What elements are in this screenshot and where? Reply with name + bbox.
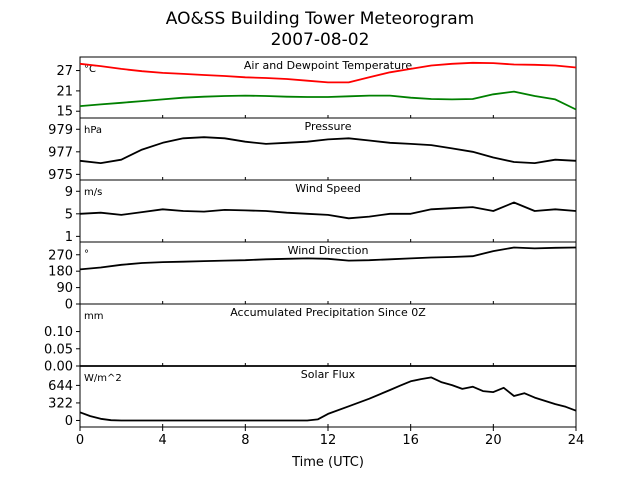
panel-title: Air and Dewpoint Temperature (244, 59, 412, 72)
y-tick-label: 270 (48, 248, 73, 263)
y-tick-label: 0 (65, 298, 73, 313)
x-axis-label: Time (UTC) (291, 455, 364, 470)
figure-date: 2007-08-02 (271, 30, 370, 50)
x-tick-label: 8 (241, 433, 249, 448)
y-tick-label: 979 (48, 123, 73, 138)
y-tick-label: 90 (56, 281, 73, 296)
panel-title: Pressure (305, 120, 352, 133)
panel-wind_speed: Wind Speed m/s 1 5 9 (65, 179, 577, 245)
panel-unit: W/m^2 (84, 373, 122, 384)
panel-title: Solar Flux (301, 368, 356, 381)
panel-unit: hPa (84, 125, 102, 136)
x-tick-label: 12 (320, 433, 337, 448)
panel-unit: °C (84, 64, 96, 75)
x-axis: 0 4 8 12 16 20 24 (76, 427, 584, 448)
series-line-wind_direction (79, 246, 577, 271)
series-line-wind_speed (79, 201, 577, 220)
y-tick-label: 0.05 (44, 342, 73, 357)
panel-solar_flux: Solar Flux W/m^2 0 322 644 (48, 365, 577, 429)
y-tick-label: 5 (65, 207, 73, 222)
y-tick-label: 180 (48, 265, 73, 280)
panel-unit: mm (84, 311, 103, 322)
x-tick-label: 4 (159, 433, 167, 448)
x-tick-label: 20 (485, 433, 502, 448)
panel-unit: ° (84, 249, 89, 260)
series-line-solar (79, 376, 577, 422)
y-tick-label: 27 (56, 64, 73, 79)
panels: Air and Dewpoint Temperature°C152127Pres… (44, 56, 577, 429)
figure-title: AO&SS Building Tower Meteorogram (166, 9, 474, 29)
panel-unit: m/s (84, 187, 102, 198)
series-line-pressure (79, 136, 577, 165)
y-tick-label: 21 (56, 84, 73, 99)
y-tick-label: 1 (65, 230, 73, 245)
panel-title: Accumulated Precipitation Since 0Z (230, 306, 426, 319)
y-tick-label: 977 (48, 145, 73, 160)
y-tick-label: 322 (48, 396, 73, 411)
x-tick-label: 0 (76, 433, 84, 448)
y-tick-label: 15 (56, 105, 73, 120)
panel-precipitation: Accumulated Precipitation Since 0Z mm 0.00… (44, 303, 577, 375)
x-tick-label: 24 (568, 433, 585, 448)
series-line-dewpoint (79, 90, 577, 111)
x-tick-label: 16 (402, 433, 419, 448)
panel-pressure: Pressure hPa 975 977 979 (48, 117, 577, 183)
y-tick-label: 0.00 (44, 360, 73, 375)
panel-title: Wind Speed (295, 182, 361, 195)
y-tick-label: 0.10 (44, 325, 73, 340)
y-tick-label: 644 (48, 379, 73, 394)
series-line-air (79, 61, 577, 84)
panel-temperature: Air and Dewpoint Temperature °C 15 21 27 (56, 56, 577, 120)
y-tick-label: 0 (65, 414, 73, 429)
panel-title: Wind Direction (288, 244, 369, 257)
y-tick-label: 9 (65, 185, 73, 200)
y-tick-label: 975 (48, 168, 73, 183)
